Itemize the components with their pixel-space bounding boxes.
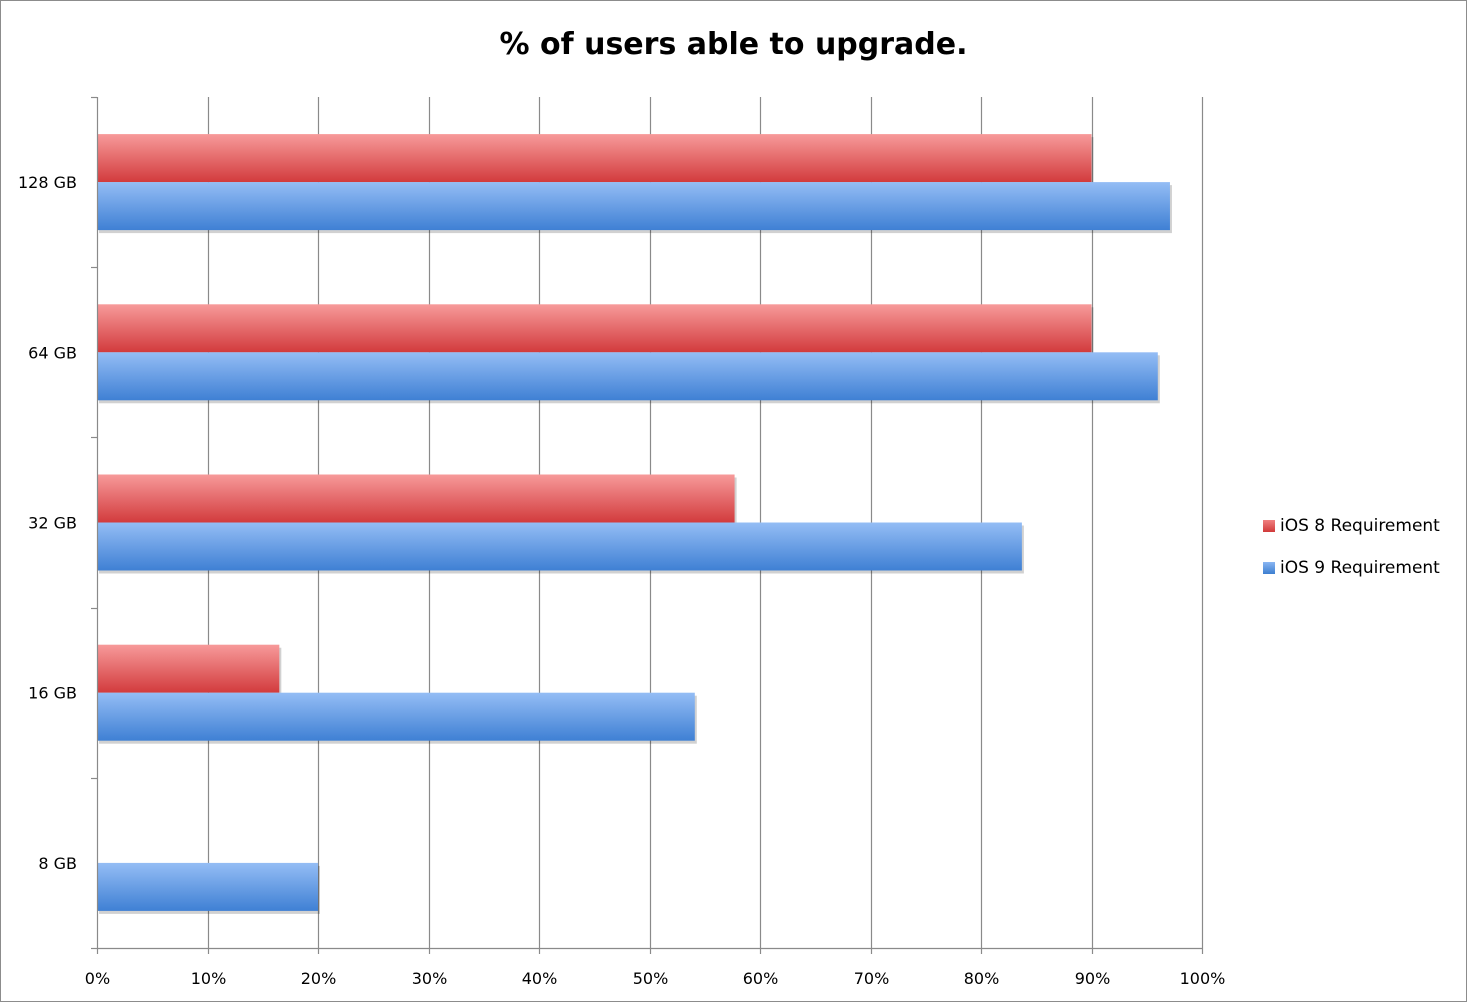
bar-ios9 — [97, 352, 1158, 401]
legend-item-ios8: iOS 8 Requirement — [1263, 505, 1440, 547]
legend: iOS 8 Requirement iOS 9 Requirement — [1263, 505, 1440, 589]
y-category-label: 16 GB — [28, 684, 77, 703]
chart-title: % of users able to upgrade. — [499, 27, 968, 62]
bar-ios9 — [97, 862, 318, 911]
x-tick-label: 70% — [854, 969, 890, 988]
legend-item-ios9: iOS 9 Requirement — [1263, 547, 1440, 589]
y-category-label: 64 GB — [28, 343, 77, 362]
bar-ios8 — [97, 304, 1092, 353]
bar-ios8 — [97, 134, 1092, 183]
legend-label-ios8: iOS 8 Requirement — [1280, 516, 1440, 536]
bar-ios9 — [97, 522, 1022, 571]
x-tick-label: 0% — [85, 969, 110, 988]
x-tick-label: 30% — [412, 969, 448, 988]
y-category-label: 32 GB — [28, 514, 77, 533]
x-tick-label: 40% — [522, 969, 558, 988]
y-category-label: 8 GB — [38, 854, 77, 873]
x-tick-label: 10% — [191, 969, 227, 988]
x-tick-label: 50% — [633, 969, 669, 988]
bar-ios8 — [97, 644, 280, 693]
x-tick-label: 60% — [743, 969, 779, 988]
y-category-label: 128 GB — [18, 173, 77, 192]
bar-ios9 — [97, 182, 1170, 231]
x-tick-label: 100% — [1180, 969, 1226, 988]
x-tick-label: 20% — [301, 969, 337, 988]
bar-ios9 — [97, 692, 695, 741]
x-tick-label: 90% — [1075, 969, 1111, 988]
x-tick-label: 80% — [964, 969, 1000, 988]
legend-swatch-ios8 — [1263, 520, 1275, 532]
legend-label-ios9: iOS 9 Requirement — [1280, 558, 1440, 578]
bar-ios8 — [97, 474, 735, 523]
legend-swatch-ios9 — [1263, 562, 1275, 574]
